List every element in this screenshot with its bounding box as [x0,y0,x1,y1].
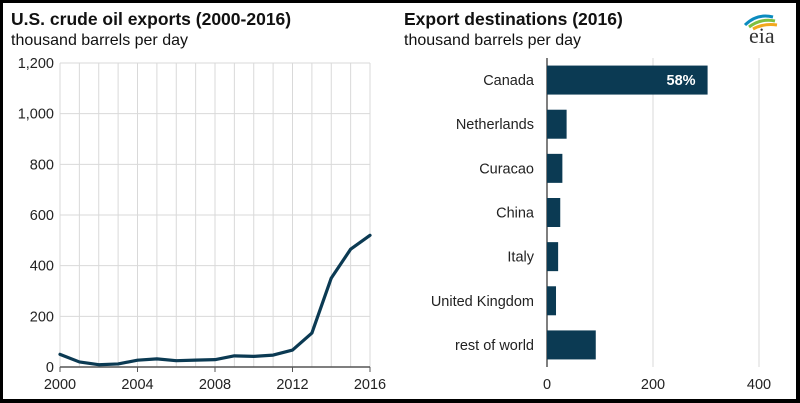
eia-logo-swoosh-icon [743,14,778,31]
x-tick-label: 200 [641,377,665,393]
bar [547,198,561,227]
x-tick-label: 0 [543,377,551,393]
data-point [368,234,372,237]
data-point [271,353,275,357]
bar-data-label: 58% [667,73,696,89]
data-point [194,358,197,362]
data-point [252,355,255,358]
chart-frame: U.S. crude oil exports (2000-2016) thous… [3,3,796,399]
line-chart: 0 200 400 600 800 1,000 1,200 2000 2004 2008 2012 2… [18,56,386,393]
bar [547,286,557,316]
eia-logo: eia [743,14,778,48]
bar [547,330,596,360]
x-tick-label: 2012 [276,377,308,393]
data-point [330,276,333,280]
y-tick-label: 1,000 [18,107,54,123]
category-label: Canada [483,73,535,89]
category-label: China [496,206,535,222]
left-chart-subtitle: thousand barrels per day [11,32,188,49]
data-point [233,354,236,358]
data-point [58,353,62,356]
x-tick-label: 2008 [199,377,231,393]
right-chart-subtitle: thousand barrels per day [404,32,581,49]
data-point [136,358,139,362]
y-tick-label: 600 [30,208,54,224]
data-point [155,357,159,361]
x-tick-label: 2016 [354,377,386,393]
y-tick-label: 1,200 [18,56,54,72]
bar [547,242,559,272]
x-tick-label: 400 [747,377,771,393]
eia-logo-text: eia [749,23,775,48]
bar [547,65,708,95]
data-point [97,363,100,366]
data-point [310,331,314,335]
data-point [78,360,81,364]
data-point [213,358,217,361]
data-point [349,248,352,251]
category-label: United Kingdom [431,294,534,310]
y-tick-label: 200 [30,309,54,325]
right-chart-title: Export destinations (2016) [404,9,623,29]
y-tick-label: 400 [30,259,54,275]
y-tick-label: 800 [30,157,54,173]
bar [547,109,567,139]
bar [547,153,563,183]
x-tick-label: 2000 [44,377,76,393]
category-label: Italy [507,250,534,266]
bar-chart: 0 200 400 Canada 58% Netherlands Curacao China I… [431,58,771,393]
data-point [116,362,120,366]
category-label: rest of world [455,338,534,354]
category-label: Curacao [479,161,534,177]
data-point [175,359,178,362]
data-point [291,348,294,352]
x-tick-label: 2004 [121,377,153,393]
y-tick-label: 0 [46,360,54,376]
left-chart-title: U.S. crude oil exports (2000-2016) [11,9,292,29]
category-label: Netherlands [456,117,534,133]
